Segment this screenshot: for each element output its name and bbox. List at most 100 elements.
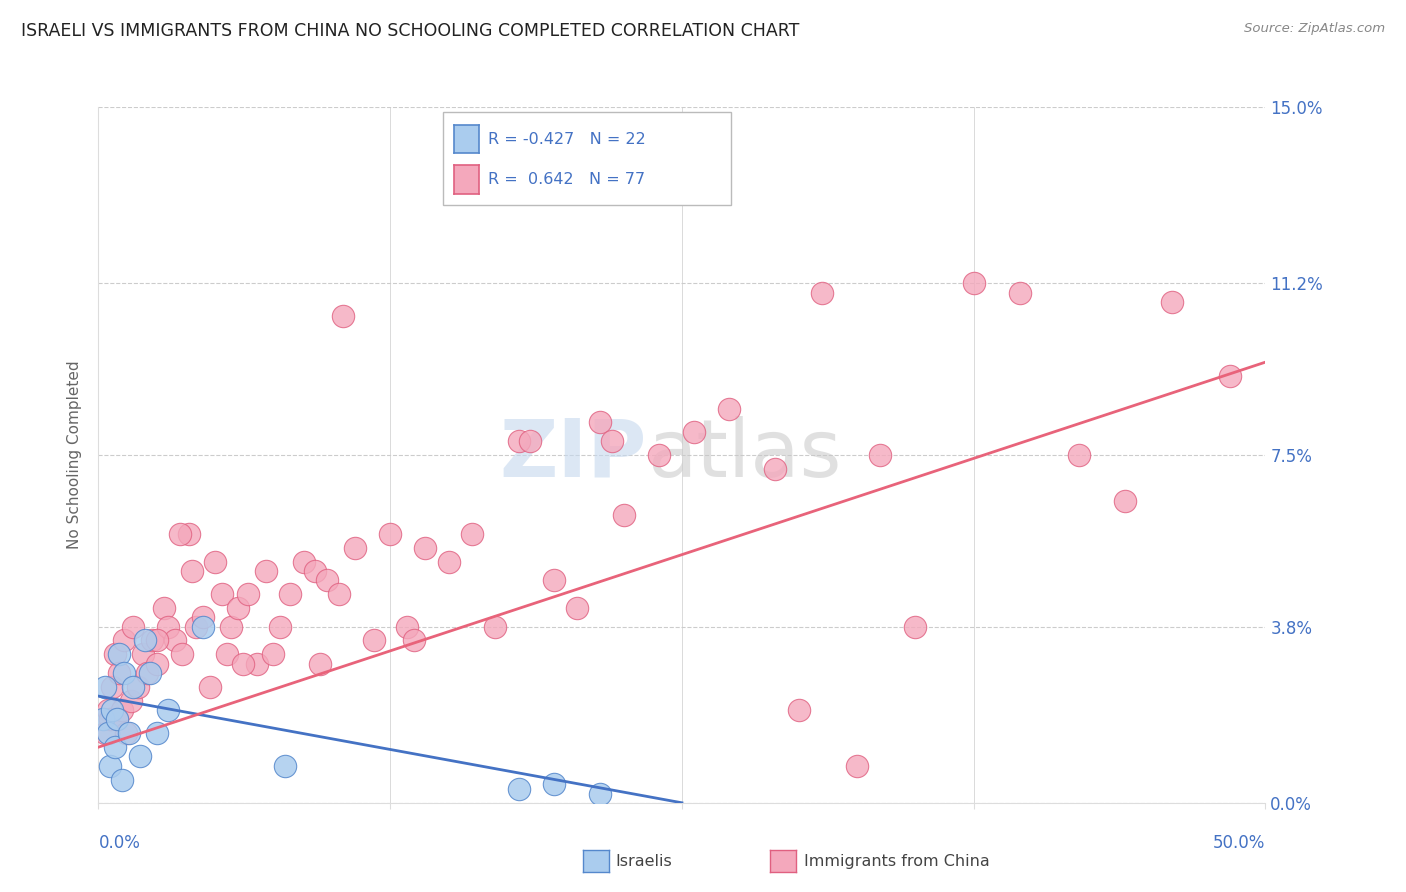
Point xyxy=(395,619,418,633)
Point xyxy=(328,587,350,601)
Point xyxy=(904,619,927,633)
Point xyxy=(717,401,740,416)
Point xyxy=(108,665,131,680)
Point xyxy=(98,758,121,772)
Point xyxy=(193,619,215,633)
Point xyxy=(122,680,145,694)
Point xyxy=(1067,448,1090,462)
Point xyxy=(157,619,180,633)
Point xyxy=(647,448,669,462)
Point xyxy=(204,555,226,569)
Point xyxy=(186,619,208,633)
Point xyxy=(600,434,623,448)
Point xyxy=(200,680,222,694)
Point xyxy=(94,726,117,740)
Point xyxy=(543,777,565,791)
Point xyxy=(211,587,233,601)
Point xyxy=(1219,369,1241,384)
Point xyxy=(108,648,131,662)
Point xyxy=(378,526,402,541)
Point xyxy=(132,648,155,662)
Point xyxy=(332,309,354,323)
Point xyxy=(962,277,984,291)
Point xyxy=(115,726,138,740)
Point xyxy=(508,781,530,796)
Text: Israelis: Israelis xyxy=(616,855,672,869)
Point xyxy=(278,587,301,601)
Point xyxy=(104,740,127,755)
Point xyxy=(413,541,436,555)
Point xyxy=(146,633,169,648)
Text: 50.0%: 50.0% xyxy=(1213,834,1265,852)
Point xyxy=(127,680,149,694)
Point xyxy=(246,657,269,671)
Point xyxy=(152,601,174,615)
Point xyxy=(402,633,425,648)
Point xyxy=(869,448,891,462)
Point xyxy=(1114,494,1136,508)
Point xyxy=(104,648,127,662)
Point xyxy=(111,703,134,717)
Point xyxy=(344,541,367,555)
Point xyxy=(112,633,135,648)
Point xyxy=(120,694,142,708)
Point xyxy=(543,573,565,587)
Point xyxy=(519,434,541,448)
Point xyxy=(141,633,163,648)
Point xyxy=(105,712,128,726)
Point xyxy=(613,508,636,523)
Text: R = -0.427   N = 22: R = -0.427 N = 22 xyxy=(488,132,645,146)
Point xyxy=(157,703,180,717)
Point xyxy=(112,665,135,680)
Point xyxy=(565,601,588,615)
Point xyxy=(146,657,169,671)
Point xyxy=(228,601,250,615)
Point xyxy=(589,416,612,430)
Text: ISRAELI VS IMMIGRANTS FROM CHINA NO SCHOOLING COMPLETED CORRELATION CHART: ISRAELI VS IMMIGRANTS FROM CHINA NO SCHO… xyxy=(21,22,800,40)
Point xyxy=(101,703,124,717)
Point xyxy=(111,772,134,787)
Point xyxy=(1161,294,1184,309)
Point xyxy=(118,726,141,740)
Point xyxy=(134,633,156,648)
Point xyxy=(437,555,460,569)
Point xyxy=(101,680,124,694)
Point xyxy=(232,657,254,671)
Point xyxy=(97,703,120,717)
Point xyxy=(304,564,326,578)
Point xyxy=(461,526,484,541)
Point xyxy=(105,712,128,726)
Point xyxy=(215,648,238,662)
Point xyxy=(122,619,145,633)
Point xyxy=(811,285,834,300)
Point xyxy=(169,526,191,541)
Point xyxy=(508,434,530,448)
Point xyxy=(91,712,114,726)
Point xyxy=(221,619,243,633)
Point xyxy=(269,619,291,633)
Y-axis label: No Schooling Completed: No Schooling Completed xyxy=(67,360,83,549)
Text: atlas: atlas xyxy=(647,416,841,494)
Text: 0.0%: 0.0% xyxy=(98,834,141,852)
Point xyxy=(274,758,297,772)
Point xyxy=(363,633,385,648)
Point xyxy=(165,633,187,648)
Point xyxy=(236,587,259,601)
Point xyxy=(589,787,612,801)
Point xyxy=(292,555,315,569)
Point xyxy=(309,657,332,671)
Point xyxy=(179,526,201,541)
Point xyxy=(763,462,786,476)
Point xyxy=(98,712,121,726)
Point xyxy=(484,619,506,633)
Text: ZIP: ZIP xyxy=(499,416,647,494)
Text: Immigrants from China: Immigrants from China xyxy=(804,855,990,869)
Point xyxy=(262,648,284,662)
Point xyxy=(682,425,704,439)
Text: Source: ZipAtlas.com: Source: ZipAtlas.com xyxy=(1244,22,1385,36)
Point xyxy=(136,665,159,680)
Point xyxy=(256,564,278,578)
Point xyxy=(180,564,202,578)
Point xyxy=(846,758,869,772)
Point xyxy=(97,726,120,740)
